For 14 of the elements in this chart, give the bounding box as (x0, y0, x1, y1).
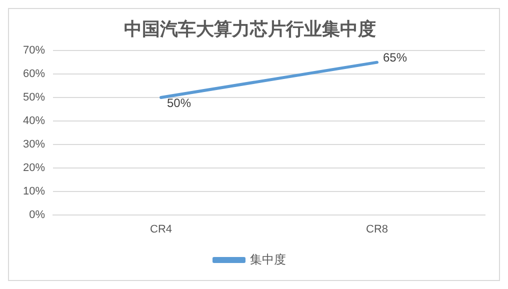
y-tick-label: 60% (22, 68, 46, 80)
chart-title: 中国汽车大算力芯片行业集中度 (124, 18, 376, 39)
data-label: 50% (167, 96, 192, 110)
data-label: 65% (383, 50, 408, 65)
x-tick-label: CR4 (150, 223, 172, 236)
legend-label: 集中度 (250, 252, 286, 266)
y-tick-label: 40% (22, 115, 46, 128)
x-tick-label: CR8 (366, 223, 388, 236)
y-tick-label: 50% (22, 92, 46, 104)
y-tick-label: 30% (22, 138, 46, 150)
y-tick-label: 70% (22, 44, 46, 57)
y-tick-label: 10% (22, 185, 46, 198)
y-tick-label: 0% (29, 208, 46, 221)
y-tick-label: 20% (22, 162, 46, 174)
